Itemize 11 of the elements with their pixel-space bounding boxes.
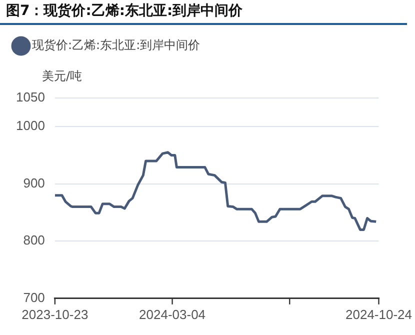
y-tick-label: 900 xyxy=(23,175,45,190)
y-tick-label: 800 xyxy=(23,232,45,248)
chart-title: 图7：现货价:乙烯:东北亚:到岸中间价 xyxy=(0,0,407,25)
legend-label: 现货价:乙烯:东北亚:到岸中间价 xyxy=(32,38,200,52)
x-tick-label: 2024-10-24 xyxy=(346,306,412,322)
y-tick-label: 700 xyxy=(23,290,45,305)
x-tick-label: 2023-10-23 xyxy=(22,306,88,322)
x-tick-label: 2024-03-04 xyxy=(139,306,206,322)
y-axis-title: 美元/吨 xyxy=(42,68,82,85)
y-tick-label: 1050 xyxy=(16,90,45,105)
y-tick-label: 1000 xyxy=(16,118,45,134)
